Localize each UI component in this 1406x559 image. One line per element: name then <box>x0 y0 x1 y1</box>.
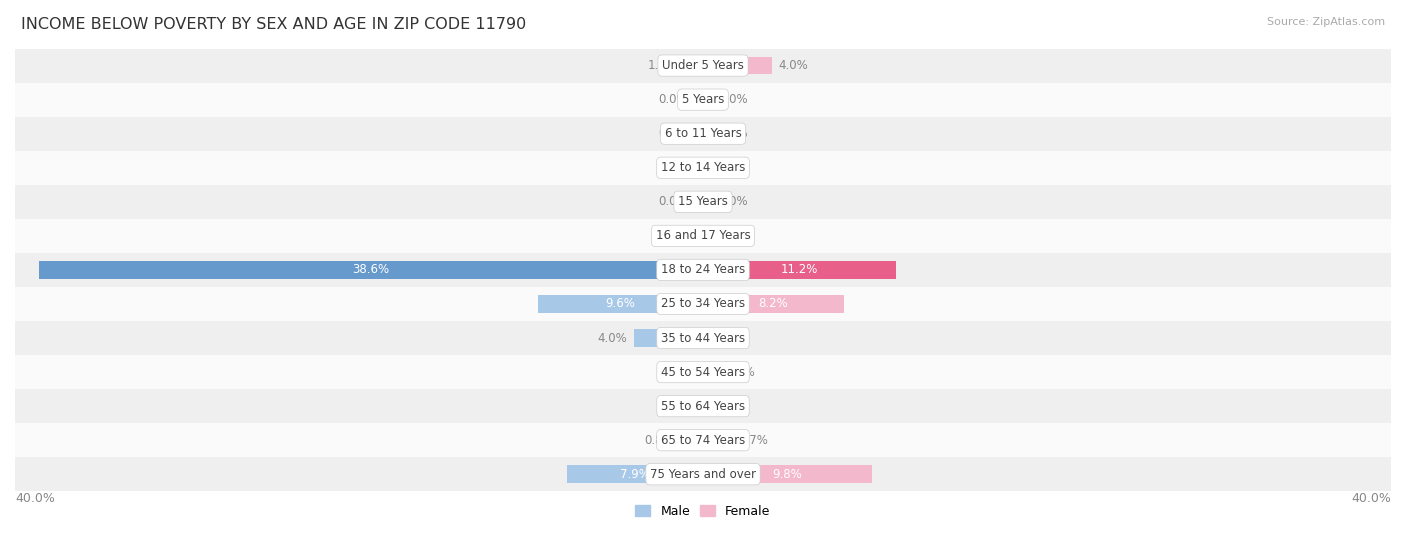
Text: 0.0%: 0.0% <box>718 229 748 243</box>
Bar <box>703 432 733 449</box>
Bar <box>703 56 772 74</box>
Bar <box>703 329 711 347</box>
Bar <box>703 159 711 177</box>
Text: 0.0%: 0.0% <box>658 127 688 140</box>
Text: 0.0%: 0.0% <box>658 400 688 413</box>
Text: 0.0%: 0.0% <box>658 195 688 209</box>
Text: 8.2%: 8.2% <box>759 297 789 310</box>
Bar <box>703 193 711 211</box>
Bar <box>703 363 718 381</box>
Text: 35 to 44 Years: 35 to 44 Years <box>661 331 745 344</box>
Text: 4.0%: 4.0% <box>779 59 808 72</box>
Bar <box>703 125 711 143</box>
Bar <box>15 219 1391 253</box>
Text: 16 and 17 Years: 16 and 17 Years <box>655 229 751 243</box>
Text: INCOME BELOW POVERTY BY SEX AND AGE IN ZIP CODE 11790: INCOME BELOW POVERTY BY SEX AND AGE IN Z… <box>21 17 526 32</box>
Bar <box>15 49 1391 83</box>
Text: 25 to 34 Years: 25 to 34 Years <box>661 297 745 310</box>
Text: 0.0%: 0.0% <box>658 93 688 106</box>
Legend: Male, Female: Male, Female <box>630 500 776 523</box>
Text: 0.0%: 0.0% <box>718 195 748 209</box>
Text: 15 Years: 15 Years <box>678 195 728 209</box>
Bar <box>15 287 1391 321</box>
Text: 0.0%: 0.0% <box>718 93 748 106</box>
Bar <box>685 56 703 74</box>
Text: 1.1%: 1.1% <box>647 59 678 72</box>
Text: 38.6%: 38.6% <box>353 263 389 276</box>
Bar <box>695 397 703 415</box>
Bar <box>15 321 1391 355</box>
Text: 12 to 14 Years: 12 to 14 Years <box>661 161 745 174</box>
Text: 7.9%: 7.9% <box>620 468 650 481</box>
Text: 0.0%: 0.0% <box>658 229 688 243</box>
Text: 1.7%: 1.7% <box>740 434 769 447</box>
Bar <box>39 261 703 279</box>
Bar <box>634 329 703 347</box>
Text: 18 to 24 Years: 18 to 24 Years <box>661 263 745 276</box>
Text: 40.0%: 40.0% <box>1351 492 1391 505</box>
Bar <box>695 193 703 211</box>
Text: 6 to 11 Years: 6 to 11 Years <box>665 127 741 140</box>
Bar <box>703 295 844 313</box>
Bar <box>567 466 703 483</box>
Bar <box>695 363 703 381</box>
Text: 0.0%: 0.0% <box>658 161 688 174</box>
Bar <box>703 261 896 279</box>
Bar <box>695 227 703 245</box>
Text: 0.0%: 0.0% <box>718 127 748 140</box>
Bar <box>15 151 1391 185</box>
Text: 0.9%: 0.9% <box>725 366 755 378</box>
Bar <box>695 91 703 108</box>
Text: 0.0%: 0.0% <box>718 331 748 344</box>
Text: 65 to 74 Years: 65 to 74 Years <box>661 434 745 447</box>
Text: 0.11%: 0.11% <box>711 400 749 413</box>
Text: 4.0%: 4.0% <box>598 331 627 344</box>
Text: 9.8%: 9.8% <box>772 468 803 481</box>
Text: 11.2%: 11.2% <box>780 263 818 276</box>
Bar <box>695 125 703 143</box>
Text: 5 Years: 5 Years <box>682 93 724 106</box>
Text: 0.88%: 0.88% <box>644 434 681 447</box>
Bar <box>15 253 1391 287</box>
Bar <box>15 457 1391 491</box>
Bar <box>703 397 704 415</box>
Bar <box>538 295 703 313</box>
Bar <box>703 466 872 483</box>
Bar <box>15 83 1391 117</box>
Bar <box>695 159 703 177</box>
Bar <box>15 423 1391 457</box>
Bar <box>15 117 1391 151</box>
Bar <box>703 227 711 245</box>
Bar <box>15 185 1391 219</box>
Text: Under 5 Years: Under 5 Years <box>662 59 744 72</box>
Text: 55 to 64 Years: 55 to 64 Years <box>661 400 745 413</box>
Bar <box>15 355 1391 389</box>
Text: 40.0%: 40.0% <box>15 492 55 505</box>
Text: 0.0%: 0.0% <box>718 161 748 174</box>
Text: 45 to 54 Years: 45 to 54 Years <box>661 366 745 378</box>
Text: 75 Years and over: 75 Years and over <box>650 468 756 481</box>
Bar <box>688 432 703 449</box>
Bar <box>703 91 711 108</box>
Bar <box>15 389 1391 423</box>
Text: 0.0%: 0.0% <box>658 366 688 378</box>
Text: Source: ZipAtlas.com: Source: ZipAtlas.com <box>1267 17 1385 27</box>
Text: 9.6%: 9.6% <box>606 297 636 310</box>
